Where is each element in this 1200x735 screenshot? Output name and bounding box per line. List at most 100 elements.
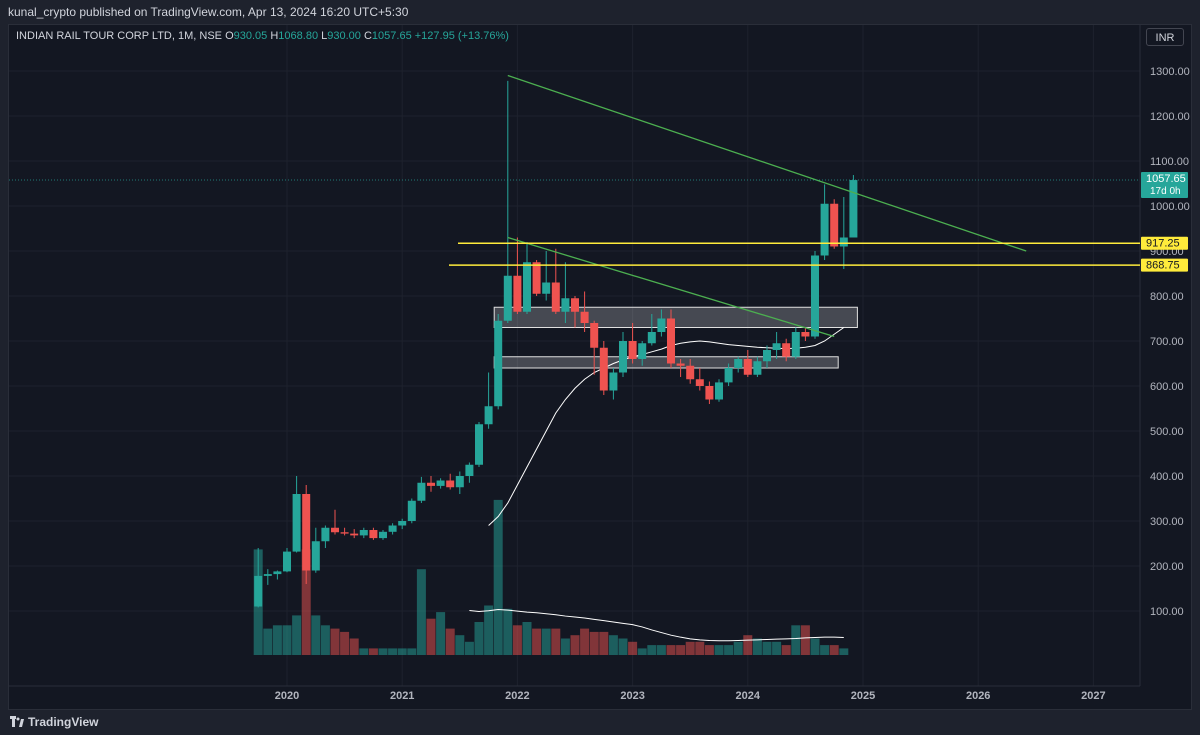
y-tick-label: 700.00 — [1150, 336, 1184, 348]
x-tick-label: 2026 — [966, 690, 990, 702]
candle-body — [849, 180, 858, 238]
volume-bar — [397, 648, 407, 655]
candle-body — [811, 255, 819, 337]
candle-body — [475, 424, 483, 465]
volume-bar — [618, 638, 628, 655]
close-value: 1057.65 — [371, 30, 412, 42]
volume-bar — [272, 625, 282, 655]
x-tick-label: 2025 — [851, 690, 875, 702]
candle-body — [321, 527, 330, 542]
price-label-countdown: 17d 0h — [1150, 186, 1181, 197]
y-tick-label: 100.00 — [1150, 606, 1184, 618]
y-tick-label: 1200.00 — [1150, 111, 1190, 123]
brand-name: TradingView — [28, 715, 99, 729]
candle-body — [484, 406, 493, 425]
y-tick-label: 300.00 — [1150, 516, 1184, 528]
candle-body — [503, 275, 512, 321]
x-tick-label: 2021 — [390, 690, 414, 702]
volume-bar — [349, 638, 359, 655]
tradingview-logo-icon — [10, 716, 24, 727]
y-tick-label: 600.00 — [1150, 381, 1184, 393]
volume-bar — [522, 622, 532, 655]
open-value: 930.05 — [233, 30, 268, 42]
high-value: 1068.80 — [278, 30, 319, 42]
candle-body — [619, 341, 627, 373]
candle-body — [359, 530, 368, 536]
low-label: L — [321, 30, 328, 42]
candle-body — [427, 482, 435, 486]
trend-line — [507, 236, 835, 338]
candle-body — [715, 382, 723, 400]
candle-body — [455, 476, 464, 488]
x-tick-label: 2024 — [736, 690, 761, 702]
candle-body — [686, 365, 695, 380]
publish-header: kunal_crypto published on TradingView.co… — [0, 0, 1200, 24]
open-label: O — [225, 30, 234, 42]
volume-bar — [359, 648, 369, 655]
candle-body — [273, 571, 282, 575]
volume-bar — [320, 625, 330, 655]
candle-body — [350, 533, 359, 536]
volume-bar — [301, 549, 311, 655]
close-label: C — [363, 30, 372, 42]
candle-body — [436, 480, 445, 486]
candle-body — [465, 464, 474, 476]
volume-bar — [820, 645, 830, 655]
candle-body — [398, 521, 407, 526]
consolidation-zone — [493, 306, 858, 328]
x-tick-label: 2027 — [1081, 690, 1105, 702]
y-tick-label: 1300.00 — [1150, 66, 1190, 78]
volume-bar — [282, 625, 292, 655]
price-label: 1057.65 — [1146, 173, 1186, 185]
volume-bar — [685, 641, 695, 655]
candle-body — [388, 525, 397, 532]
change-value: +127.95 (+13.76%) — [414, 30, 509, 42]
symbol-legend: INDIAN RAIL TOUR CORP LTD, 1M, NSE O930.… — [16, 30, 509, 42]
candle-body — [494, 320, 503, 407]
candle-body — [283, 551, 291, 572]
volume-bar — [263, 628, 273, 655]
candle-body — [628, 341, 637, 359]
volume-bar — [714, 645, 724, 655]
volume-bar — [762, 641, 772, 655]
trend-line — [507, 74, 1027, 252]
candle-body — [417, 482, 426, 501]
volume-bar — [829, 645, 839, 655]
volume-bar — [311, 615, 321, 655]
candle-body — [302, 494, 311, 571]
volume-bar — [551, 628, 561, 655]
candle-body — [551, 282, 560, 312]
y-tick-label: 400.00 — [1150, 471, 1184, 483]
candle-body — [446, 480, 455, 488]
candle-body — [820, 203, 829, 256]
volume-bar — [292, 615, 302, 655]
volume-bar — [407, 648, 417, 655]
candle-body — [638, 343, 647, 359]
volume-bar — [493, 499, 503, 655]
candle-body — [561, 298, 570, 312]
candle-body — [753, 361, 762, 375]
x-tick-label: 2022 — [505, 690, 529, 702]
price-label: 917.25 — [1146, 238, 1180, 250]
candle-body — [254, 575, 263, 607]
candle-body — [523, 262, 531, 312]
volume-ma-line — [469, 608, 844, 642]
volume-bar — [800, 625, 810, 655]
candle-body — [734, 359, 743, 368]
volume-bar — [445, 628, 455, 655]
candle-body — [743, 359, 752, 375]
y-tick-label: 800.00 — [1150, 291, 1184, 303]
volume-bar — [810, 638, 820, 655]
price-label-bg — [1141, 258, 1188, 272]
candle-body — [369, 530, 378, 539]
volume-bar — [781, 645, 791, 655]
currency-button[interactable]: INR — [1146, 28, 1184, 46]
volume-bar — [589, 631, 599, 655]
candle-body — [695, 379, 704, 386]
volume-bar — [436, 612, 446, 655]
volume-bar — [656, 645, 666, 655]
volume-bar — [724, 645, 734, 655]
candle-body — [830, 203, 839, 247]
volume-bar — [676, 645, 686, 655]
